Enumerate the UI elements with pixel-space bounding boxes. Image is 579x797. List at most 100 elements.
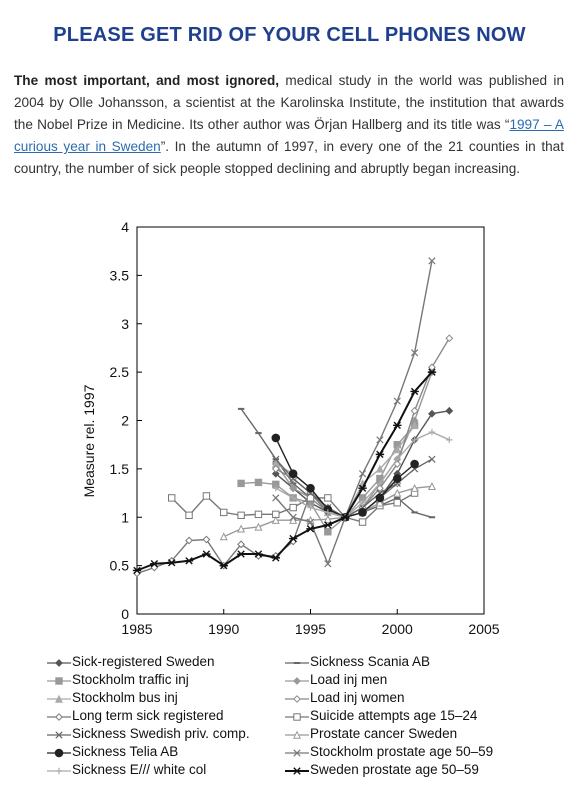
legend-swatch bbox=[285, 695, 309, 703]
data-point bbox=[427, 368, 437, 376]
line-chart: 1985 1990 1995 2000 2005 0 0.5 1 1.5 2 2.5 3 3.5 4 Me… bbox=[81, 219, 500, 637]
data-point bbox=[358, 518, 367, 526]
data-point bbox=[324, 494, 332, 502]
data-point bbox=[392, 474, 402, 483]
data-point bbox=[323, 521, 333, 529]
data-point bbox=[445, 406, 454, 415]
legend-swatch-marker bbox=[54, 748, 64, 758]
y-tick-label: 0.5 bbox=[110, 558, 130, 574]
data-point bbox=[375, 493, 385, 503]
data-point bbox=[289, 513, 297, 521]
legend-label: Stockholm prostate age 50–59 bbox=[310, 744, 494, 759]
legend-swatch bbox=[47, 659, 71, 667]
y-axis-label: Measure rel. 1997 bbox=[81, 384, 97, 497]
data-point bbox=[394, 456, 401, 463]
chart-axes bbox=[136, 226, 485, 615]
legend-swatch-marker bbox=[292, 767, 302, 775]
data-point bbox=[237, 511, 245, 520]
data-point bbox=[358, 508, 367, 517]
data-point bbox=[393, 499, 401, 507]
data-point bbox=[393, 421, 402, 430]
data-point bbox=[428, 455, 436, 463]
legend-swatch bbox=[47, 731, 71, 739]
data-point bbox=[271, 464, 280, 473]
data-point bbox=[272, 455, 280, 463]
data-point bbox=[289, 503, 297, 512]
data-point bbox=[393, 445, 402, 454]
data-point bbox=[323, 514, 332, 523]
data-point bbox=[428, 363, 436, 372]
y-tick-label: 1.5 bbox=[110, 461, 130, 477]
data-point bbox=[306, 483, 315, 493]
y-tick-label: 1 bbox=[121, 509, 129, 525]
legend-swatch-marker bbox=[293, 677, 301, 685]
data-point bbox=[306, 518, 315, 526]
legend-swatch bbox=[47, 694, 71, 703]
data-point bbox=[237, 524, 246, 533]
series-2 bbox=[237, 407, 436, 519]
data-point bbox=[185, 511, 193, 520]
data-point bbox=[254, 510, 263, 519]
data-point bbox=[428, 428, 436, 436]
data-point bbox=[376, 436, 384, 444]
data-point bbox=[219, 561, 228, 570]
data-point bbox=[410, 387, 419, 396]
legend-label: Suicide attempts age 15–24 bbox=[310, 708, 478, 723]
legend-label: Prostate cancer Sweden bbox=[310, 726, 458, 741]
legend-swatch-marker bbox=[292, 730, 302, 739]
legend-label: Sickness Scania AB bbox=[310, 654, 431, 669]
series-6 bbox=[271, 334, 454, 522]
data-point bbox=[410, 483, 419, 492]
data-point bbox=[219, 532, 228, 541]
legend-swatch bbox=[47, 767, 71, 775]
data-point bbox=[220, 508, 228, 517]
y-tick-label: 3 bbox=[121, 316, 129, 332]
legend-label: Sickness Swedish priv. comp. bbox=[72, 726, 250, 741]
data-point bbox=[271, 469, 280, 478]
data-point bbox=[254, 522, 263, 531]
y-tick-label: 0 bbox=[121, 606, 129, 622]
data-point bbox=[324, 560, 332, 568]
legend-swatch bbox=[285, 713, 309, 721]
data-point bbox=[375, 484, 384, 493]
legend-swatch bbox=[47, 748, 71, 758]
data-point bbox=[411, 436, 418, 444]
data-point bbox=[202, 550, 211, 558]
data-point bbox=[167, 559, 176, 567]
page-headline: PLEASE GET RID OF YOUR CELL PHONES NOW bbox=[53, 24, 526, 46]
data-point bbox=[393, 397, 401, 405]
intro-text-1: medical study in the world was published… bbox=[14, 73, 565, 132]
legend-label: Load inj women bbox=[310, 690, 405, 705]
series-12 bbox=[272, 257, 436, 568]
legend-label: Sickness Telia AB bbox=[72, 744, 179, 759]
x-tick-label: 1990 bbox=[208, 621, 239, 637]
study-link[interactable]: 1997 – A curious year in Sweden bbox=[14, 117, 564, 154]
data-point bbox=[446, 436, 453, 444]
legend-swatch bbox=[285, 749, 309, 757]
data-point bbox=[410, 421, 419, 430]
legend-swatch bbox=[47, 677, 71, 685]
intro-lead: The most important, and most ignored, bbox=[14, 73, 280, 88]
data-point bbox=[375, 450, 385, 459]
y-tick-label: 2 bbox=[121, 413, 129, 429]
data-point bbox=[185, 536, 193, 545]
data-point bbox=[132, 566, 142, 575]
data-point bbox=[375, 498, 384, 507]
legend-label: Load inj men bbox=[310, 672, 388, 687]
legend-swatch-marker bbox=[55, 659, 63, 667]
intro-text-2: ”. In the autumn of 1997, in every one o… bbox=[14, 139, 564, 176]
data-point bbox=[254, 478, 263, 487]
y-tick-label: 4 bbox=[121, 219, 129, 235]
data-point bbox=[359, 499, 366, 506]
legend-swatch-marker bbox=[54, 694, 64, 703]
data-point bbox=[254, 550, 263, 558]
legend-swatch bbox=[285, 662, 309, 664]
data-point bbox=[358, 470, 367, 478]
y-tick-label: 2.5 bbox=[110, 364, 130, 380]
legend-label: Sickness E/// white col bbox=[72, 762, 207, 777]
data-point bbox=[271, 433, 281, 443]
data-point bbox=[341, 513, 350, 521]
data-point bbox=[271, 554, 280, 562]
x-tick-label: 1995 bbox=[295, 621, 326, 637]
legend-swatch-marker bbox=[293, 695, 301, 703]
